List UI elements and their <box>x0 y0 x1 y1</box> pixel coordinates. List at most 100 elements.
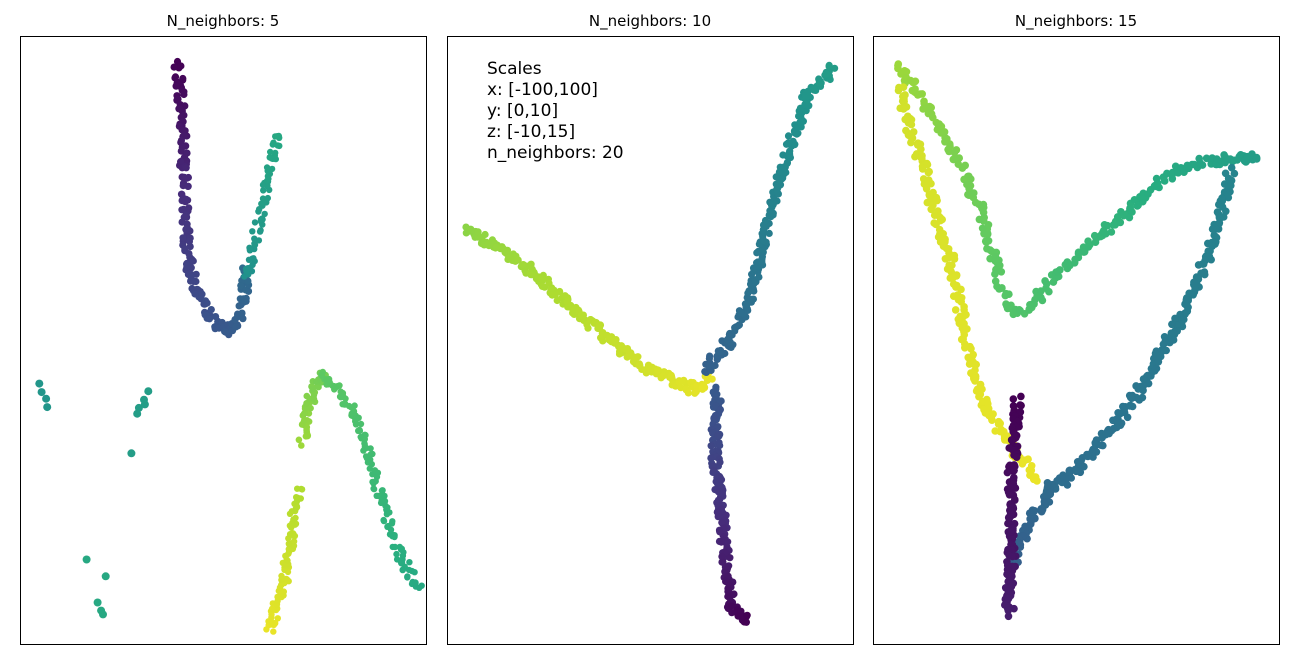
scatter-point <box>393 550 400 558</box>
scatter-point <box>1003 468 1012 477</box>
scatter-point <box>360 447 367 454</box>
scatter-point <box>370 485 378 493</box>
scatter-point <box>268 165 276 173</box>
scatter-point <box>1139 375 1148 383</box>
scatter-point <box>251 240 258 247</box>
scatter-point <box>1091 439 1099 447</box>
scatter-point <box>381 497 389 505</box>
scatter-point <box>1128 402 1137 411</box>
scatter-point <box>418 582 425 589</box>
scatter-point <box>716 406 725 414</box>
scatter-point <box>710 414 718 422</box>
scatter-point <box>705 362 713 370</box>
scatter-point <box>236 295 244 303</box>
scatter-point <box>348 410 355 417</box>
scatter-point <box>342 395 349 402</box>
scatter-point <box>924 168 933 177</box>
scatter-point <box>267 148 274 156</box>
scatter-point <box>918 154 926 162</box>
scatter-point <box>966 342 974 351</box>
scatter-point <box>389 533 396 540</box>
scatter-point <box>82 555 91 564</box>
scatter-point <box>1221 169 1230 178</box>
scatter-point <box>251 235 258 242</box>
scatter-point <box>1041 277 1049 285</box>
scatter-point <box>182 164 190 172</box>
scatter-point <box>1072 467 1081 475</box>
scatter-point <box>971 377 979 385</box>
scatter-point <box>298 486 306 493</box>
scatter-point <box>997 268 1006 276</box>
scatter-point <box>927 195 936 203</box>
scatter-point <box>274 615 281 622</box>
scatter-point <box>259 195 267 202</box>
scatter-point <box>784 132 793 140</box>
scatter-point <box>556 287 564 296</box>
scatter-point <box>268 614 275 621</box>
scatter-point <box>791 140 799 148</box>
scatter-point <box>1004 612 1013 621</box>
scatter-point <box>940 128 949 136</box>
scatter-point <box>381 492 388 500</box>
scatter-point <box>183 149 191 157</box>
panel-1-points <box>35 57 425 635</box>
scatter-point <box>181 245 189 253</box>
scatter-point <box>222 328 230 336</box>
scatter-point <box>278 572 285 580</box>
scatter-point <box>941 138 949 146</box>
scatter-point <box>180 126 188 135</box>
scatter-point <box>1008 552 1017 561</box>
scatter-point <box>242 294 250 302</box>
scatter-point <box>1230 169 1239 178</box>
scatter-point <box>400 549 407 556</box>
scatter-point <box>341 400 349 407</box>
scatter-point <box>735 321 743 329</box>
scatter-point <box>1037 293 1045 302</box>
scatter-point <box>967 175 975 183</box>
scatter-point <box>263 626 270 633</box>
scatter-point <box>180 90 188 99</box>
scatter-point <box>929 201 937 210</box>
scatter-point <box>783 159 791 167</box>
scatter-point <box>1154 358 1163 366</box>
scatter-point <box>538 282 547 290</box>
scatter-point <box>945 261 953 269</box>
scatter-point <box>1126 393 1135 402</box>
scatter-point <box>716 348 725 356</box>
panel-3: N_neighbors: 15 <box>873 12 1280 645</box>
panel-3-frame <box>873 36 1280 645</box>
scatter-point <box>975 215 984 224</box>
scatter-point <box>710 466 718 474</box>
scatter-point <box>906 132 915 141</box>
scatter-point <box>405 566 413 574</box>
scatter-point <box>950 255 959 263</box>
scatter-point <box>761 216 770 225</box>
scatter-point <box>232 323 240 331</box>
scatter-point <box>668 373 676 381</box>
scatter-point <box>1080 248 1088 256</box>
scatter-point <box>700 381 708 390</box>
scatter-point <box>1005 290 1013 299</box>
scatter-point <box>140 395 148 404</box>
scatter-point <box>907 120 916 129</box>
scatter-point <box>970 189 978 197</box>
scatter-point <box>716 441 724 450</box>
scatter-point <box>1132 382 1140 390</box>
scatter-point <box>182 195 190 203</box>
scatter-point <box>1037 507 1046 516</box>
scatter-point <box>718 552 726 561</box>
scatter-point <box>831 64 839 72</box>
scatter-point <box>99 610 107 619</box>
scatter-point <box>205 315 214 323</box>
scatter-point <box>528 271 536 279</box>
scatter-point <box>1139 386 1147 395</box>
scatter-point <box>965 360 974 368</box>
scatter-point <box>172 82 180 90</box>
scatter-point <box>1103 221 1112 230</box>
scatter-point <box>636 361 644 369</box>
scatter-point <box>717 538 725 546</box>
scatter-point <box>369 450 376 458</box>
scatter-point <box>272 149 279 157</box>
scatter-point <box>181 212 189 220</box>
scatter-point <box>177 190 186 198</box>
